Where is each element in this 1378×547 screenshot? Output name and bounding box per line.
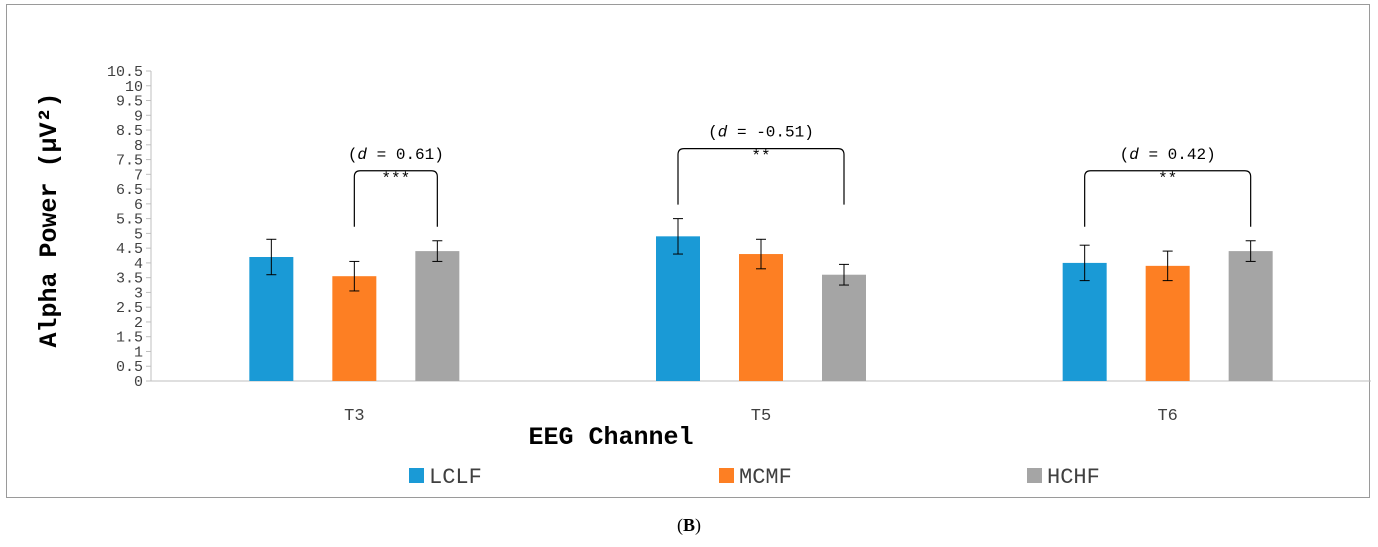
significance-bracket — [677, 148, 845, 205]
effect-size-prefix: ( — [1120, 146, 1130, 164]
effect-size-label: (d = 0.61) — [348, 146, 444, 164]
effect-size-value: = 0.42) — [1139, 146, 1216, 164]
bar-chart: 00.511.522.533.544.555.566.577.588.599.5… — [35, 64, 1371, 490]
significance-bracket — [1084, 170, 1252, 227]
chart-frame: 0 0.5 1 1.5 2 2.5 3 3.5 4 4.5 5 5.5 6 6.5 7 7.5 8 8.5 9 9.5… — [6, 4, 1371, 498]
y-tick-label: 0 — [134, 374, 143, 391]
legend-swatch-lclf — [409, 468, 424, 483]
panel-label: (B) — [676, 515, 701, 535]
y-tick-label: 7 — [134, 167, 143, 184]
bar-lclf-t5 — [656, 236, 700, 381]
bar-lclf-t6 — [1062, 262, 1107, 381]
y-tick-label: 9.5 — [116, 94, 143, 111]
y-tick-label: 1 — [134, 344, 143, 361]
y-tick-label: 2 — [134, 315, 143, 332]
y-tick-label: 5.5 — [116, 212, 143, 229]
effect-size-prefix: ( — [348, 146, 358, 164]
y-tick-label: 8.5 — [116, 123, 143, 140]
bar-hchf-t6 — [1228, 251, 1273, 381]
y-axis-title: Alpha Power (μV²) — [35, 92, 64, 347]
y-tick-label: 4.5 — [116, 241, 143, 258]
x-tick-label: T5 — [751, 407, 771, 426]
effect-size-value: = -0.51) — [727, 124, 813, 142]
effect-size-symbol: d — [718, 124, 728, 142]
effect-size-symbol: d — [1129, 146, 1139, 164]
significance-stars: ** — [1158, 170, 1177, 188]
y-tick-label: 2.5 — [116, 300, 143, 317]
y-tick-label: 3.5 — [116, 271, 143, 288]
x-axis-title: EEG Channel — [528, 423, 693, 452]
y-tick-label: 3 — [134, 285, 143, 302]
legend-swatch-mcmf — [719, 468, 734, 483]
effect-size-symbol: d — [357, 146, 367, 164]
significance-bracket — [353, 170, 438, 227]
effect-size-label: (d = -0.51) — [708, 124, 814, 142]
y-tick-label: 0.5 — [116, 359, 143, 376]
bar-hchf-t3 — [415, 251, 460, 381]
x-tick-label: T3 — [344, 407, 364, 426]
y-tick-label: 4 — [134, 256, 143, 273]
x-tick-label: T6 — [1157, 407, 1177, 426]
y-tick-label: 5 — [134, 226, 143, 243]
y-tick-label: 8 — [134, 138, 143, 155]
effect-size-label: (d = 0.42) — [1120, 146, 1216, 164]
effect-size-value: = 0.61) — [367, 146, 444, 164]
bar-lclf-t3 — [249, 257, 294, 381]
bar-mcmf-t6 — [1145, 265, 1190, 381]
legend-label-hchf: HCHF — [1047, 465, 1100, 490]
significance-stars: ** — [751, 148, 770, 166]
significance-stars: *** — [381, 170, 410, 188]
y-tick-label: 6 — [134, 197, 143, 214]
bar-mcmf-t5 — [739, 254, 783, 381]
effect-size-prefix: ( — [708, 124, 718, 142]
y-tick-label: 10 — [125, 79, 143, 96]
y-tick-label: 9 — [134, 108, 143, 125]
legend-label-lclf: LCLF — [429, 465, 482, 490]
y-tick-label: 1.5 — [116, 330, 143, 347]
legend-label-mcmf: MCMF — [739, 465, 792, 490]
y-tick-label: 10.5 — [107, 64, 143, 81]
legend-swatch-hchf — [1027, 468, 1042, 483]
bar-hchf-t5 — [822, 274, 866, 381]
y-tick-label: 6.5 — [116, 182, 143, 199]
y-tick-label: 7.5 — [116, 153, 143, 170]
bar-mcmf-t3 — [332, 276, 377, 381]
